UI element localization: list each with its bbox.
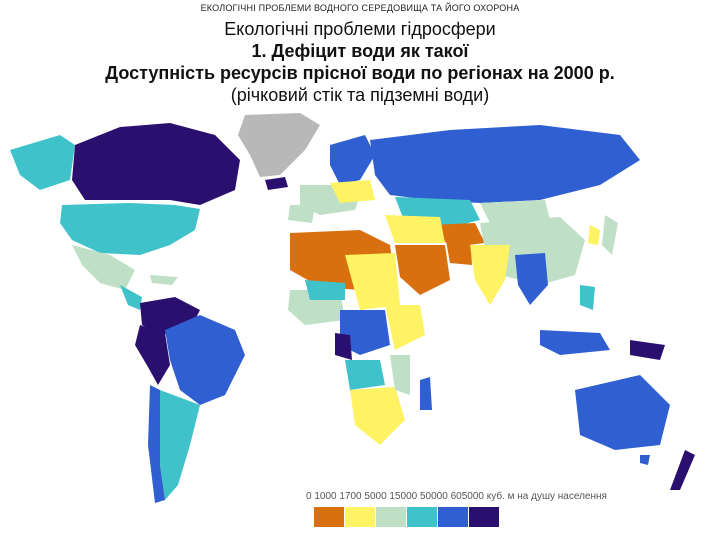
region-caribbean — [150, 275, 178, 285]
region-russia — [370, 125, 640, 203]
map-subtitle: 1. Дефіцит води як такої — [251, 41, 469, 61]
region-mexico — [72, 245, 135, 290]
map-subheading: (річковий стік та підземні води) — [230, 85, 490, 105]
region-alaska — [10, 135, 75, 190]
region-argentina — [160, 390, 200, 500]
region-australia — [575, 375, 670, 450]
region-iceland — [265, 177, 288, 190]
region-mozambique — [390, 355, 410, 395]
region-greenland — [238, 113, 320, 177]
region-papua — [630, 340, 665, 360]
region-chile — [148, 385, 165, 503]
legend-swatch-15000-50000 — [438, 507, 468, 527]
region-tasmania — [640, 455, 650, 465]
region-philippines — [580, 285, 595, 310]
region-indonesia — [540, 330, 610, 355]
region-pakistan — [445, 233, 472, 265]
region-turkey-iran — [385, 215, 445, 243]
region-mongolia — [480, 200, 550, 223]
region-peru-bolivia — [135, 325, 170, 385]
region-angola — [345, 360, 385, 390]
region-libya-egypt — [345, 253, 400, 310]
region-eastern-europe — [330, 180, 375, 203]
region-arabia — [395, 245, 450, 295]
top-caption: ЕКОЛОГІЧНІ ПРОБЛЕМИ ВОДНОГО СЕРЕДОВИЩА Т… — [200, 3, 520, 13]
map-heading: Доступність ресурсів прісної води по рег… — [105, 63, 615, 83]
legend-swatch-1700-5000 — [376, 507, 406, 527]
legend-swatches — [314, 507, 500, 527]
region-brazil — [165, 315, 245, 405]
region-iberia — [288, 205, 315, 223]
legend-swatch-0-1000 — [314, 507, 344, 527]
region-central-africa — [340, 310, 390, 355]
region-japan — [602, 215, 618, 255]
region-madagascar — [420, 377, 432, 410]
region-korea-japan — [588, 225, 600, 245]
world-map — [0, 105, 720, 525]
region-east-africa — [385, 305, 425, 350]
region-southeast-asia — [515, 253, 548, 305]
region-scandinavia — [330, 135, 375, 185]
region-canada — [72, 123, 240, 205]
legend-swatch-50000-605000 — [469, 507, 499, 527]
legend: 0 1000 1700 5000 15000 50000 605000 куб.… — [306, 491, 676, 531]
region-congo — [335, 333, 352, 360]
region-southern-africa — [350, 387, 405, 445]
region-india — [470, 245, 510, 305]
region-central-america — [120, 285, 142, 310]
title-block: Екологічні проблеми гідросфери 1. Дефіци… — [0, 18, 720, 106]
map-title: Екологічні проблеми гідросфери — [224, 19, 496, 39]
legend-swatch-5000-15000 — [407, 507, 437, 527]
legend-labels: 0 1000 1700 5000 15000 50000 605000 куб.… — [306, 491, 607, 502]
legend-swatch-1000-1700 — [345, 507, 375, 527]
region-sahel — [305, 280, 345, 300]
region-new-zealand — [670, 450, 695, 490]
region-usa — [60, 203, 200, 255]
